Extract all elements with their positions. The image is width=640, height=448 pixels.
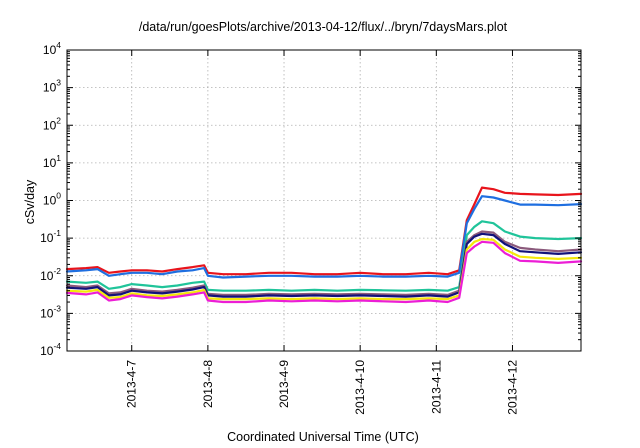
chart-title: /data/run/goesPlots/archive/2013-04-12/f… [139,20,508,34]
y-tick-exponent: 4 [56,40,61,50]
y-tick-exponent: -3 [53,303,61,313]
y-tick-label: 10-1 [40,228,61,245]
y-tick-base: 10 [43,118,57,132]
y-tick-base: 10 [40,231,54,245]
y-tick-base: 10 [40,344,54,358]
x-tick-label: 2013-4-8 [201,360,215,408]
x-tick-label: 2013-4-7 [125,360,139,408]
y-tick-exponent: 1 [56,153,61,163]
x-tick-label: 2013-4-10 [353,360,367,415]
axis-ticks [67,49,581,352]
y-tick-base: 10 [43,156,57,170]
series-line [65,232,583,298]
y-tick-base: 10 [43,43,57,57]
y-tick-exponent: -1 [53,228,61,238]
series-group [65,186,583,304]
series-line [65,195,583,279]
y-tick-base: 10 [43,81,57,95]
x-tick-label: 2013-4-12 [505,360,519,415]
x-tick-label: 2013-4-9 [277,360,291,408]
y-tick-exponent: 3 [56,78,61,88]
y-tick-label: 10-2 [40,266,61,283]
series-line [65,186,583,276]
y-tick-exponent: 0 [56,191,61,201]
y-tick-exponent: 2 [56,115,61,125]
y-tick-label: 102 [43,115,61,132]
y-tick-label: 100 [43,191,61,208]
y-tick-label: 104 [43,40,61,57]
x-tick-labels: 2013-4-7 2013-4-8 2013-4-9 2013-4-10 2013-4-… [125,360,520,415]
y-tick-label: 10-4 [40,341,61,358]
series-line [65,230,583,296]
y-tick-exponent: -2 [53,266,61,276]
y-tick-label: 10-3 [40,303,61,320]
series-line [65,240,583,304]
series-line [65,220,583,292]
y-tick-label: 101 [43,153,61,170]
y-tick-base: 10 [40,306,54,320]
series-line [65,237,583,301]
x-axis-label: Coordinated Universal Time (UTC) [227,430,419,444]
x-tick-label: 2013-4-11 [429,360,443,414]
y-tick-label: 103 [43,78,61,95]
y-tick-base: 10 [40,269,54,283]
y-axis-label: cSv/day [23,179,37,224]
y-tick-base: 10 [43,194,57,208]
y-tick-exponent: -4 [53,341,61,351]
